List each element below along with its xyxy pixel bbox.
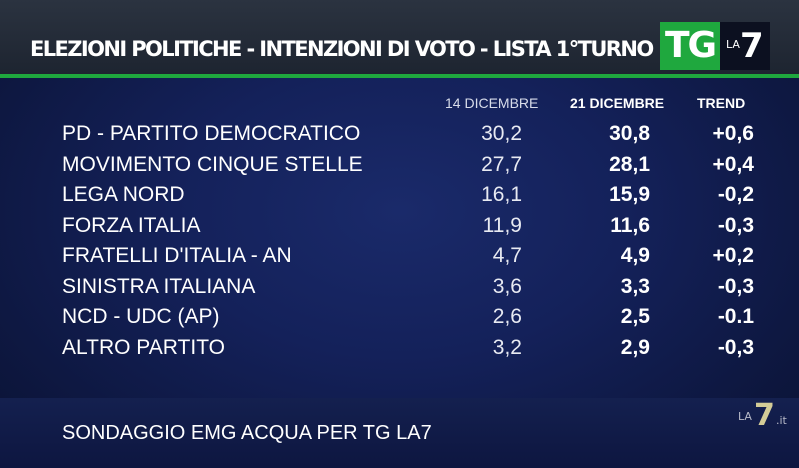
table-row: FORZA ITALIA 11,9 11,6 -0,3 <box>0 214 799 244</box>
watermark-it-text: .it <box>776 414 787 427</box>
value-14-dicembre: 27,7 <box>481 152 522 176</box>
table-row: LEGA NORD 16,1 15,9 -0,2 <box>0 183 799 213</box>
logo-la-text: LA <box>726 38 740 51</box>
party-name: ALTRO PARTITO <box>62 335 225 359</box>
value-21-dicembre: 15,9 <box>609 183 650 206</box>
value-14-dicembre: 3,2 <box>492 335 522 359</box>
party-name: SINISTRA ITALIANA <box>62 274 256 298</box>
value-21-dicembre: 2,9 <box>620 335 650 359</box>
table-row: ALTRO PARTITO 3,2 2,9 -0,3 <box>0 336 799 366</box>
value-14-dicembre: 30,2 <box>481 122 522 145</box>
value-14-dicembre: 16,1 <box>481 183 522 206</box>
party-name: NCD - UDC (AP) <box>62 305 220 328</box>
value-21-dicembre: 28,1 <box>609 152 650 176</box>
trend-value: +0,2 <box>712 244 754 267</box>
table-row: SINISTRA ITALIANA 3,6 3,3 -0,3 <box>0 275 799 305</box>
trend-value: -0,3 <box>717 335 754 359</box>
logo-tg-text: TG <box>660 22 720 70</box>
party-name: FORZA ITALIA <box>62 213 201 237</box>
accent-divider <box>0 74 799 78</box>
value-21-dicembre: 3,3 <box>620 274 650 298</box>
logo-la7: LA 7 <box>722 22 770 70</box>
party-name: MOVIMENTO CINQUE STELLE <box>62 152 363 176</box>
value-21-dicembre: 4,9 <box>620 244 650 267</box>
column-header-21-dicembre: 21 DICEMBRE <box>570 95 665 111</box>
la7-watermark: LA 7 .it <box>738 398 796 434</box>
value-14-dicembre: 11,9 <box>482 213 522 237</box>
watermark-seven-text: 7 <box>754 398 775 433</box>
source-caption: SONDAGGIO EMG ACQUA PER TG LA7 <box>62 422 432 444</box>
table-row: MOVIMENTO CINQUE STELLE 27,7 28,1 +0,4 <box>0 153 799 183</box>
value-21-dicembre: 30,8 <box>609 122 650 145</box>
trend-value: +0,4 <box>712 152 754 176</box>
value-21-dicembre: 2,5 <box>620 305 650 328</box>
trend-value: -0.1 <box>717 305 754 328</box>
trend-value: +0,6 <box>712 122 754 145</box>
value-14-dicembre: 2,6 <box>492 305 522 328</box>
logo-seven-text: 7 <box>740 26 764 66</box>
page-title: ELEZIONI POLITICHE - INTENZIONI DI VOTO … <box>30 37 654 61</box>
table-row: FRATELLI D'ITALIA - AN 4,7 4,9 +0,2 <box>0 244 799 274</box>
column-header-14-dicembre: 14 DICEMBRE <box>445 95 539 111</box>
trend-value: -0,2 <box>717 183 754 206</box>
value-14-dicembre: 4,7 <box>492 244 522 267</box>
party-name: LEGA NORD <box>62 183 185 206</box>
value-14-dicembre: 3,6 <box>492 274 522 298</box>
footer-bar <box>0 398 799 468</box>
trend-value: -0,3 <box>717 213 754 237</box>
column-header-trend: TREND <box>697 95 746 111</box>
trend-value: -0,3 <box>717 274 754 298</box>
party-name: FRATELLI D'ITALIA - AN <box>62 244 292 267</box>
value-21-dicembre: 11,6 <box>610 213 650 237</box>
watermark-la-text: LA <box>738 410 752 423</box>
party-name: PD - PARTITO DEMOCRATICO <box>62 122 361 145</box>
table-row: NCD - UDC (AP) 2,6 2,5 -0.1 <box>0 305 799 335</box>
table-row: PD - PARTITO DEMOCRATICO 30,2 30,8 +0,6 <box>0 122 799 152</box>
tg-la7-logo: TG LA 7 <box>660 22 770 70</box>
